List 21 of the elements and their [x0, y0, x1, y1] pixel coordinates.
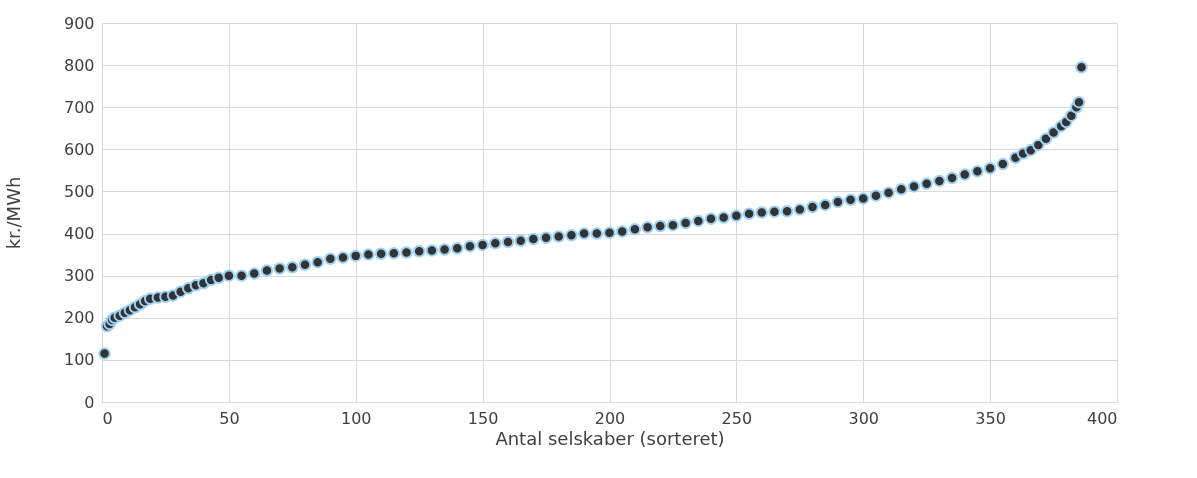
x-tick-label: 350 [975, 408, 1006, 428]
y-tick-label: 0 [84, 392, 95, 412]
x-tick-label: 400 [1086, 408, 1118, 428]
x-tick-label: 0 [102, 408, 113, 428]
y-tick-label: 100 [63, 350, 95, 370]
y-tick-label: 300 [63, 266, 95, 286]
x-tick-label: 250 [721, 408, 753, 428]
x-axis-title: Antal selskaber (sorteret) [495, 427, 725, 449]
x-tick-label: 300 [848, 408, 880, 428]
y-tick-label: 700 [63, 97, 95, 117]
x-tick-label: 50 [219, 408, 240, 428]
y-tick-label: 400 [63, 224, 95, 244]
x-tick-label: 200 [594, 408, 626, 428]
y-tick-label: 900 [63, 13, 95, 33]
y-tick-label: 800 [63, 55, 95, 75]
y-tick-label: 200 [63, 308, 95, 328]
x-tick-label: 150 [467, 408, 499, 428]
y-tick-label: 600 [63, 139, 95, 159]
y-axis-title: kr./MWh [2, 176, 24, 250]
x-tick-label: 100 [340, 408, 372, 428]
y-tick-label: 500 [63, 181, 95, 201]
